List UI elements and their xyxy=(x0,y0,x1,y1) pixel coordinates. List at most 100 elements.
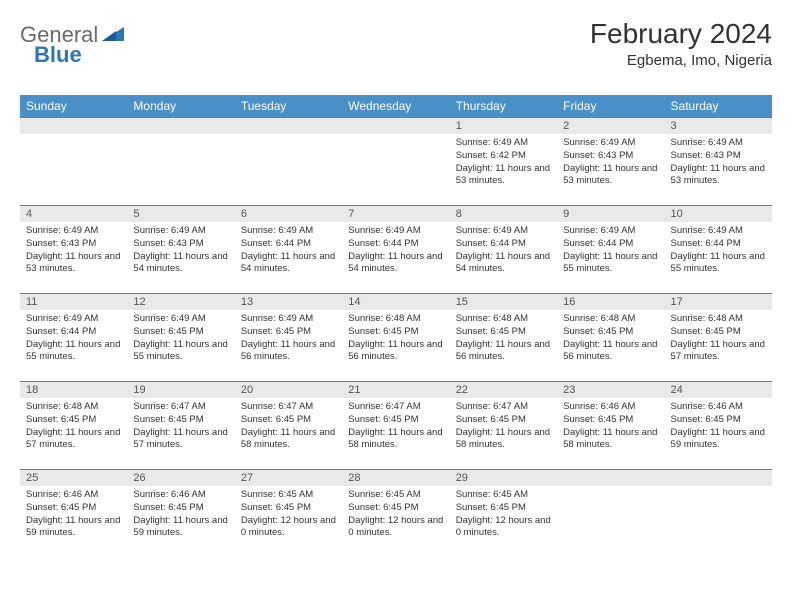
page-title: February 2024 xyxy=(590,18,772,50)
calendar-cell: 28Sunrise: 6:45 AMSunset: 6:45 PMDayligh… xyxy=(342,470,449,558)
day-details: Sunrise: 6:49 AMSunset: 6:43 PMDaylight:… xyxy=(127,222,234,279)
day-details: Sunrise: 6:48 AMSunset: 6:45 PMDaylight:… xyxy=(450,310,557,367)
day-details: Sunrise: 6:49 AMSunset: 6:43 PMDaylight:… xyxy=(557,134,664,191)
calendar-cell: 19Sunrise: 6:47 AMSunset: 6:45 PMDayligh… xyxy=(127,382,234,470)
day-details: Sunrise: 6:47 AMSunset: 6:45 PMDaylight:… xyxy=(342,398,449,455)
calendar-cell xyxy=(235,118,342,206)
header: General Blue February 2024 Egbema, Imo, … xyxy=(20,18,772,69)
calendar-cell: 11Sunrise: 6:49 AMSunset: 6:44 PMDayligh… xyxy=(20,294,127,382)
calendar-table: SundayMondayTuesdayWednesdayThursdayFrid… xyxy=(20,95,772,558)
day-number: 18 xyxy=(20,382,127,398)
weekday-header: Sunday xyxy=(20,95,127,118)
calendar-cell: 24Sunrise: 6:46 AMSunset: 6:45 PMDayligh… xyxy=(665,382,772,470)
calendar-row: 1Sunrise: 6:49 AMSunset: 6:42 PMDaylight… xyxy=(20,118,772,206)
day-number: 8 xyxy=(450,206,557,222)
calendar-cell: 6Sunrise: 6:49 AMSunset: 6:44 PMDaylight… xyxy=(235,206,342,294)
calendar-cell xyxy=(557,470,664,558)
weekday-header: Friday xyxy=(557,95,664,118)
calendar-row: 4Sunrise: 6:49 AMSunset: 6:43 PMDaylight… xyxy=(20,206,772,294)
weekday-header: Thursday xyxy=(450,95,557,118)
calendar-cell: 29Sunrise: 6:45 AMSunset: 6:45 PMDayligh… xyxy=(450,470,557,558)
empty-day-header xyxy=(20,118,127,134)
day-number: 3 xyxy=(665,118,772,134)
calendar-cell: 27Sunrise: 6:45 AMSunset: 6:45 PMDayligh… xyxy=(235,470,342,558)
calendar-cell: 9Sunrise: 6:49 AMSunset: 6:44 PMDaylight… xyxy=(557,206,664,294)
calendar-cell xyxy=(20,118,127,206)
logo-triangle-icon xyxy=(102,25,124,46)
calendar-row: 11Sunrise: 6:49 AMSunset: 6:44 PMDayligh… xyxy=(20,294,772,382)
day-details: Sunrise: 6:45 AMSunset: 6:45 PMDaylight:… xyxy=(450,486,557,543)
day-details: Sunrise: 6:49 AMSunset: 6:42 PMDaylight:… xyxy=(450,134,557,191)
day-details: Sunrise: 6:48 AMSunset: 6:45 PMDaylight:… xyxy=(20,398,127,455)
day-number: 1 xyxy=(450,118,557,134)
day-details: Sunrise: 6:46 AMSunset: 6:45 PMDaylight:… xyxy=(665,398,772,455)
day-number: 11 xyxy=(20,294,127,310)
day-number: 7 xyxy=(342,206,449,222)
day-number: 19 xyxy=(127,382,234,398)
day-details: Sunrise: 6:49 AMSunset: 6:44 PMDaylight:… xyxy=(235,222,342,279)
calendar-cell: 3Sunrise: 6:49 AMSunset: 6:43 PMDaylight… xyxy=(665,118,772,206)
day-details: Sunrise: 6:45 AMSunset: 6:45 PMDaylight:… xyxy=(235,486,342,543)
day-number: 16 xyxy=(557,294,664,310)
day-details: Sunrise: 6:48 AMSunset: 6:45 PMDaylight:… xyxy=(342,310,449,367)
day-details: Sunrise: 6:48 AMSunset: 6:45 PMDaylight:… xyxy=(557,310,664,367)
weekday-header: Saturday xyxy=(665,95,772,118)
empty-day-header xyxy=(342,118,449,134)
day-details: Sunrise: 6:48 AMSunset: 6:45 PMDaylight:… xyxy=(665,310,772,367)
empty-day-header xyxy=(557,470,664,486)
day-details: Sunrise: 6:49 AMSunset: 6:44 PMDaylight:… xyxy=(450,222,557,279)
weekday-header: Monday xyxy=(127,95,234,118)
calendar-cell: 13Sunrise: 6:49 AMSunset: 6:45 PMDayligh… xyxy=(235,294,342,382)
day-details: Sunrise: 6:46 AMSunset: 6:45 PMDaylight:… xyxy=(127,486,234,543)
calendar-body: 1Sunrise: 6:49 AMSunset: 6:42 PMDaylight… xyxy=(20,118,772,558)
weekday-header: Tuesday xyxy=(235,95,342,118)
calendar-cell: 23Sunrise: 6:46 AMSunset: 6:45 PMDayligh… xyxy=(557,382,664,470)
location-text: Egbema, Imo, Nigeria xyxy=(590,52,772,69)
calendar-cell: 15Sunrise: 6:48 AMSunset: 6:45 PMDayligh… xyxy=(450,294,557,382)
day-number: 10 xyxy=(665,206,772,222)
calendar-row: 18Sunrise: 6:48 AMSunset: 6:45 PMDayligh… xyxy=(20,382,772,470)
day-number: 4 xyxy=(20,206,127,222)
day-details: Sunrise: 6:47 AMSunset: 6:45 PMDaylight:… xyxy=(235,398,342,455)
weekday-header-row: SundayMondayTuesdayWednesdayThursdayFrid… xyxy=(20,95,772,118)
day-details: Sunrise: 6:45 AMSunset: 6:45 PMDaylight:… xyxy=(342,486,449,543)
calendar-cell: 20Sunrise: 6:47 AMSunset: 6:45 PMDayligh… xyxy=(235,382,342,470)
day-details: Sunrise: 6:49 AMSunset: 6:44 PMDaylight:… xyxy=(20,310,127,367)
day-details: Sunrise: 6:46 AMSunset: 6:45 PMDaylight:… xyxy=(20,486,127,543)
weekday-header: Wednesday xyxy=(342,95,449,118)
day-details: Sunrise: 6:49 AMSunset: 6:43 PMDaylight:… xyxy=(665,134,772,191)
calendar-cell: 22Sunrise: 6:47 AMSunset: 6:45 PMDayligh… xyxy=(450,382,557,470)
calendar-cell: 1Sunrise: 6:49 AMSunset: 6:42 PMDaylight… xyxy=(450,118,557,206)
calendar-cell: 25Sunrise: 6:46 AMSunset: 6:45 PMDayligh… xyxy=(20,470,127,558)
day-number: 26 xyxy=(127,470,234,486)
day-number: 29 xyxy=(450,470,557,486)
empty-day-header xyxy=(127,118,234,134)
day-number: 21 xyxy=(342,382,449,398)
title-block: February 2024 Egbema, Imo, Nigeria xyxy=(590,18,772,69)
calendar-cell: 18Sunrise: 6:48 AMSunset: 6:45 PMDayligh… xyxy=(20,382,127,470)
calendar-cell: 26Sunrise: 6:46 AMSunset: 6:45 PMDayligh… xyxy=(127,470,234,558)
day-details: Sunrise: 6:49 AMSunset: 6:44 PMDaylight:… xyxy=(665,222,772,279)
day-number: 17 xyxy=(665,294,772,310)
calendar-cell: 2Sunrise: 6:49 AMSunset: 6:43 PMDaylight… xyxy=(557,118,664,206)
calendar-cell: 5Sunrise: 6:49 AMSunset: 6:43 PMDaylight… xyxy=(127,206,234,294)
calendar-cell xyxy=(665,470,772,558)
day-number: 25 xyxy=(20,470,127,486)
day-number: 9 xyxy=(557,206,664,222)
day-details: Sunrise: 6:49 AMSunset: 6:43 PMDaylight:… xyxy=(20,222,127,279)
calendar-cell: 17Sunrise: 6:48 AMSunset: 6:45 PMDayligh… xyxy=(665,294,772,382)
day-number: 5 xyxy=(127,206,234,222)
calendar-cell xyxy=(127,118,234,206)
day-details: Sunrise: 6:47 AMSunset: 6:45 PMDaylight:… xyxy=(127,398,234,455)
day-details: Sunrise: 6:49 AMSunset: 6:45 PMDaylight:… xyxy=(127,310,234,367)
day-number: 13 xyxy=(235,294,342,310)
day-number: 14 xyxy=(342,294,449,310)
calendar-cell: 8Sunrise: 6:49 AMSunset: 6:44 PMDaylight… xyxy=(450,206,557,294)
calendar-cell: 12Sunrise: 6:49 AMSunset: 6:45 PMDayligh… xyxy=(127,294,234,382)
day-details: Sunrise: 6:47 AMSunset: 6:45 PMDaylight:… xyxy=(450,398,557,455)
calendar-cell: 16Sunrise: 6:48 AMSunset: 6:45 PMDayligh… xyxy=(557,294,664,382)
day-details: Sunrise: 6:49 AMSunset: 6:44 PMDaylight:… xyxy=(342,222,449,279)
calendar-cell: 14Sunrise: 6:48 AMSunset: 6:45 PMDayligh… xyxy=(342,294,449,382)
day-number: 15 xyxy=(450,294,557,310)
calendar-cell: 7Sunrise: 6:49 AMSunset: 6:44 PMDaylight… xyxy=(342,206,449,294)
